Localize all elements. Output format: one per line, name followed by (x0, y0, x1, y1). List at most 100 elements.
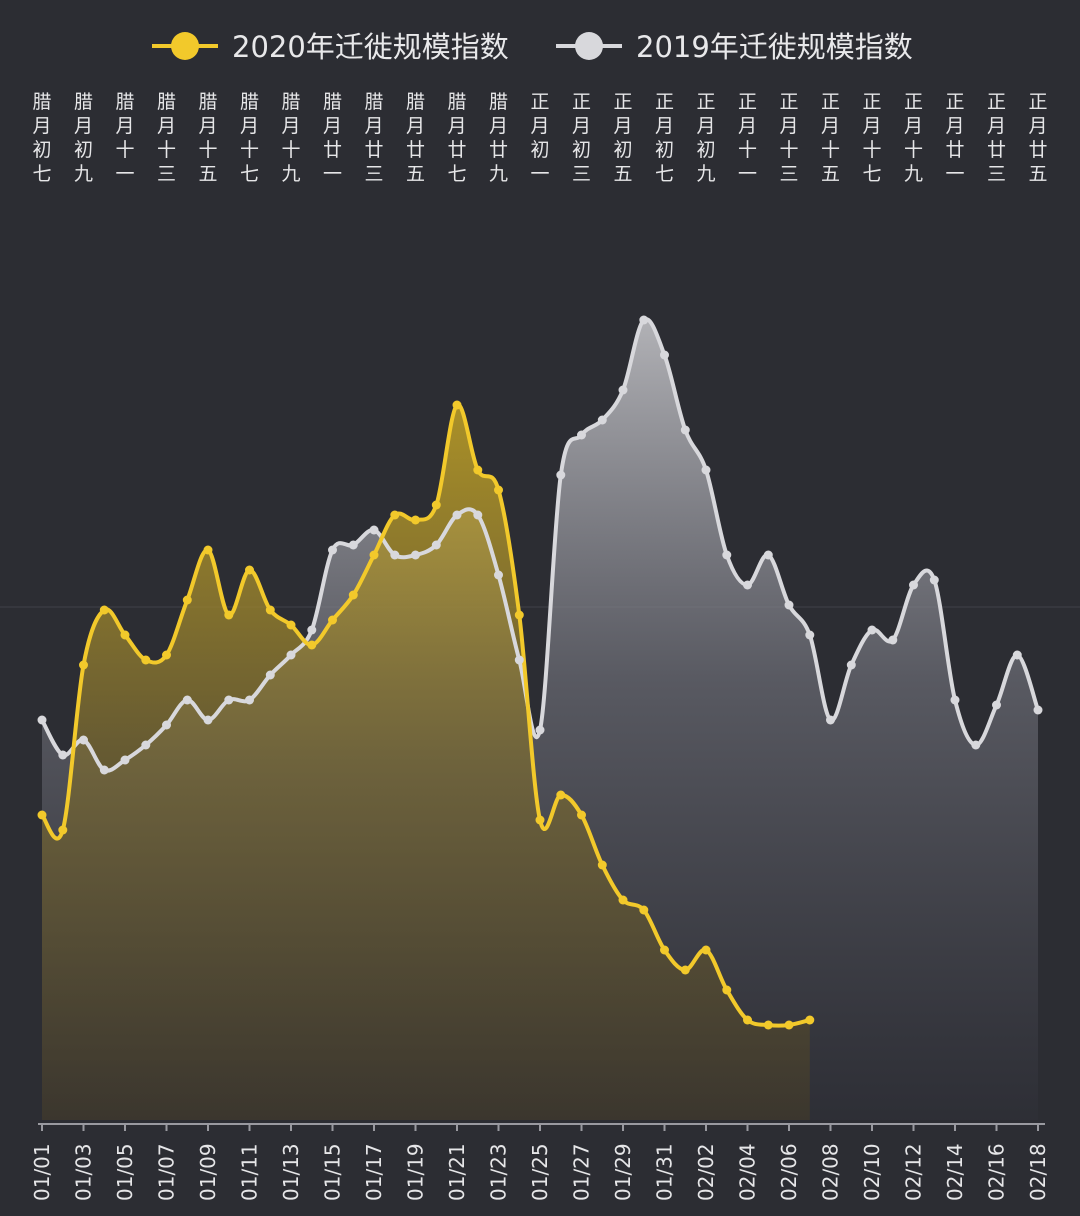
point-layer (37, 315, 1043, 1030)
data-point-2019 (743, 580, 752, 590)
lunar-date-label: 腊月廿九 (489, 91, 508, 185)
data-point-2019 (639, 315, 649, 325)
data-point-2019 (307, 625, 317, 635)
data-point-2019 (846, 660, 856, 670)
data-point-2020 (79, 660, 88, 670)
data-point-2020 (784, 1020, 794, 1030)
lunar-date-label: 正月十九 (904, 91, 923, 185)
x-axis: 01/01 01/03 01/05 01/07 01/09 01/11 01/13 01/15… (30, 1124, 1050, 1201)
data-point-2019 (182, 695, 192, 705)
data-point-2020 (473, 465, 483, 475)
data-point-2019 (286, 650, 296, 660)
data-point-2019 (867, 625, 877, 635)
data-point-2019 (328, 545, 337, 555)
data-point-2019 (99, 765, 109, 775)
data-point-2020 (701, 945, 711, 955)
x-tick-label: 02/18 (1026, 1143, 1050, 1201)
data-point-2019 (597, 415, 607, 425)
data-point-2020 (348, 590, 358, 600)
data-point-2020 (307, 640, 317, 650)
lunar-date-label: 正月初七 (655, 91, 674, 185)
x-tick-label: 01/03 (72, 1143, 96, 1201)
area-2020 (42, 404, 810, 1120)
lunar-date-label: 正月初一 (530, 91, 549, 185)
x-tick-label: 01/31 (653, 1143, 677, 1201)
x-tick-label: 02/02 (694, 1143, 718, 1201)
data-point-2019 (535, 725, 545, 735)
data-point-2020 (535, 815, 545, 825)
x-tick-label: 01/05 (113, 1143, 137, 1201)
data-point-2019 (37, 715, 47, 725)
data-point-2020 (763, 1020, 773, 1030)
lunar-date-label: 正月初三 (572, 91, 591, 185)
legend-label-2020: 2020年迁徙规模指数 (232, 30, 509, 64)
data-point-2020 (556, 790, 566, 800)
data-point-2019 (992, 700, 1001, 710)
data-point-2019 (473, 510, 483, 520)
data-point-2020 (494, 485, 503, 495)
x-tick-label: 01/17 (362, 1143, 386, 1201)
x-tick-label: 02/14 (943, 1143, 967, 1201)
x-tick-label: 01/19 (404, 1143, 428, 1201)
x-tick-label: 02/06 (777, 1143, 801, 1201)
lunar-date-label: 正月廿一 (945, 91, 964, 185)
data-point-2019 (411, 550, 420, 560)
data-point-2020 (805, 1015, 815, 1025)
x-tick-label: 01/07 (155, 1143, 179, 1201)
data-point-2019 (265, 670, 275, 680)
data-point-2019 (660, 350, 669, 360)
x-tick-label: 01/11 (238, 1143, 262, 1201)
data-point-2019 (971, 740, 981, 750)
lunar-date-label: 正月廿三 (987, 91, 1006, 185)
data-point-2019 (784, 600, 794, 610)
data-point-2020 (58, 825, 68, 835)
x-tick-label: 01/13 (279, 1143, 303, 1201)
legend-label-2019: 2019年迁徙规模指数 (636, 30, 913, 64)
lunar-date-label: 腊月廿七 (447, 91, 466, 185)
chart-legend: 2020年迁徙规模指数 2019年迁徙规模指数 (152, 30, 913, 64)
lunar-date-axis: 腊月初七 腊月初九 腊月十一 腊月十三 腊月十五 腊月十七 腊月十九 腊月廿一 腊月廿三 腊月廿五… (32, 91, 1047, 185)
data-point-2019 (1012, 650, 1022, 660)
lunar-date-label: 腊月十三 (157, 91, 176, 185)
data-point-2019 (701, 465, 711, 475)
data-point-2019 (162, 720, 171, 730)
data-point-2020 (286, 620, 296, 630)
lunar-date-label: 腊月廿三 (364, 91, 383, 185)
data-point-2020 (680, 965, 690, 975)
data-point-2019 (1033, 705, 1043, 715)
lunar-date-label: 腊月廿一 (323, 91, 342, 185)
data-point-2020 (639, 905, 649, 915)
legend-marker-2020 (171, 32, 199, 60)
x-tick-label: 01/25 (528, 1143, 552, 1201)
data-point-2020 (182, 595, 192, 605)
x-tick-label: 02/12 (902, 1143, 926, 1201)
data-point-2019 (203, 715, 213, 725)
data-point-2019 (929, 575, 939, 585)
data-point-2019 (618, 385, 628, 395)
lunar-date-label: 腊月十一 (115, 91, 134, 185)
data-point-2019 (556, 470, 566, 480)
x-tick-label: 02/04 (736, 1143, 760, 1201)
lunar-date-label: 正月初五 (613, 91, 632, 185)
x-tick-label: 01/15 (321, 1143, 345, 1201)
data-point-2019 (826, 715, 835, 725)
data-point-2020 (265, 605, 275, 615)
data-point-2020 (660, 945, 669, 955)
data-point-2019 (369, 525, 379, 535)
data-point-2019 (79, 735, 88, 745)
data-point-2019 (494, 570, 503, 580)
x-tick-label: 01/01 (30, 1143, 54, 1201)
data-point-2019 (950, 695, 960, 705)
data-point-2020 (722, 985, 732, 995)
lunar-date-label: 腊月十九 (281, 91, 300, 185)
x-tick-label: 01/27 (570, 1143, 594, 1201)
data-point-2020 (328, 615, 337, 625)
data-point-2019 (245, 695, 254, 705)
x-tick-label: 01/21 (445, 1143, 469, 1201)
data-point-2019 (888, 635, 898, 645)
lunar-date-label: 正月十五 (821, 91, 840, 185)
legend-marker-2019 (575, 32, 603, 60)
data-point-2020 (224, 610, 234, 620)
data-point-2020 (597, 860, 607, 870)
